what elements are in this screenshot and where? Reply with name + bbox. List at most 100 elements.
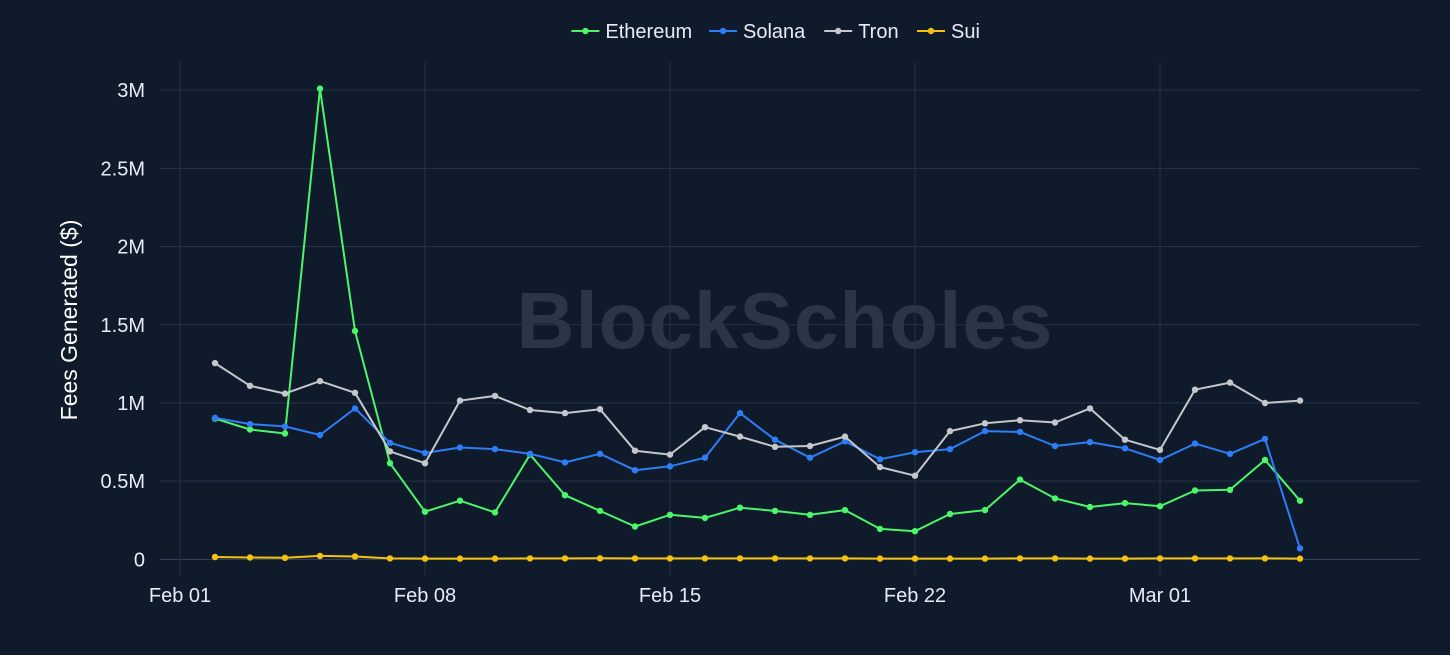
- data-point-solana[interactable]: [1261, 435, 1269, 443]
- data-point-solana[interactable]: [351, 405, 359, 412]
- data-point-sui[interactable]: [806, 555, 814, 562]
- data-point-tron[interactable]: [841, 433, 849, 440]
- data-point-sui[interactable]: [666, 555, 674, 562]
- data-point-tron[interactable]: [666, 451, 674, 458]
- data-point-solana[interactable]: [1226, 450, 1234, 457]
- data-point-tron[interactable]: [631, 447, 639, 454]
- data-point-sui[interactable]: [1121, 555, 1129, 562]
- data-point-tron[interactable]: [981, 420, 989, 427]
- data-point-ethereum[interactable]: [386, 460, 394, 467]
- data-point-solana[interactable]: [456, 444, 464, 451]
- legend-item-ethereum[interactable]: Ethereum: [571, 21, 692, 43]
- data-point-sui[interactable]: [491, 555, 499, 562]
- data-point-ethereum[interactable]: [666, 511, 674, 518]
- legend-item-tron[interactable]: Tron: [824, 21, 899, 43]
- data-point-ethereum[interactable]: [1261, 456, 1269, 464]
- data-point-sui[interactable]: [876, 555, 884, 562]
- data-point-ethereum[interactable]: [1016, 476, 1024, 483]
- data-point-tron[interactable]: [526, 406, 534, 414]
- data-point-solana[interactable]: [246, 420, 254, 428]
- data-point-sui[interactable]: [526, 555, 534, 562]
- data-point-sui[interactable]: [1261, 555, 1269, 562]
- data-point-ethereum[interactable]: [456, 497, 464, 504]
- data-point-solana[interactable]: [806, 454, 814, 461]
- data-point-solana[interactable]: [736, 409, 744, 417]
- data-point-sui[interactable]: [1156, 555, 1164, 562]
- data-point-solana[interactable]: [946, 445, 954, 453]
- data-point-ethereum[interactable]: [596, 507, 604, 515]
- data-point-sui[interactable]: [1086, 555, 1094, 562]
- data-point-solana[interactable]: [1051, 442, 1059, 450]
- data-point-tron[interactable]: [1226, 379, 1234, 386]
- data-point-sui[interactable]: [736, 555, 744, 562]
- data-point-solana[interactable]: [981, 427, 989, 435]
- data-point-solana[interactable]: [1121, 445, 1129, 452]
- data-point-ethereum[interactable]: [491, 509, 499, 516]
- data-point-ethereum[interactable]: [316, 85, 324, 92]
- data-point-ethereum[interactable]: [876, 525, 884, 533]
- data-point-tron[interactable]: [316, 377, 324, 385]
- data-point-sui[interactable]: [1051, 555, 1059, 562]
- data-point-sui[interactable]: [981, 555, 989, 562]
- data-point-sui[interactable]: [596, 555, 604, 562]
- data-point-solana[interactable]: [561, 459, 569, 466]
- data-point-ethereum[interactable]: [351, 327, 359, 335]
- data-point-ethereum[interactable]: [281, 430, 289, 437]
- data-point-tron[interactable]: [386, 448, 394, 455]
- data-point-sui[interactable]: [841, 555, 849, 562]
- data-point-sui[interactable]: [316, 552, 324, 560]
- data-point-ethereum[interactable]: [701, 514, 709, 522]
- data-point-solana[interactable]: [876, 456, 884, 463]
- data-point-solana[interactable]: [491, 445, 499, 453]
- data-point-solana[interactable]: [1016, 428, 1024, 436]
- data-point-solana[interactable]: [771, 436, 779, 443]
- data-point-ethereum[interactable]: [946, 510, 954, 518]
- data-point-solana[interactable]: [631, 467, 639, 474]
- data-point-solana[interactable]: [316, 431, 324, 439]
- data-point-solana[interactable]: [1296, 545, 1304, 552]
- data-point-solana[interactable]: [281, 423, 289, 430]
- data-point-ethereum[interactable]: [1191, 487, 1199, 494]
- data-point-solana[interactable]: [596, 450, 604, 457]
- data-point-tron[interactable]: [596, 406, 604, 413]
- data-point-solana[interactable]: [421, 449, 429, 457]
- data-point-sui[interactable]: [281, 554, 289, 561]
- data-point-tron[interactable]: [456, 397, 464, 404]
- data-point-sui[interactable]: [246, 554, 254, 561]
- data-point-ethereum[interactable]: [981, 506, 989, 514]
- data-point-tron[interactable]: [701, 424, 709, 431]
- data-point-solana[interactable]: [1191, 440, 1199, 447]
- legend[interactable]: Ethereum Solana Tron Sui: [571, 21, 980, 43]
- data-point-tron[interactable]: [736, 433, 744, 440]
- data-point-solana[interactable]: [701, 454, 709, 461]
- data-point-solana[interactable]: [526, 450, 534, 457]
- data-point-tron[interactable]: [1156, 446, 1164, 454]
- data-point-sui[interactable]: [771, 555, 779, 562]
- data-point-tron[interactable]: [771, 443, 779, 450]
- data-point-ethereum[interactable]: [246, 426, 254, 433]
- data-point-solana[interactable]: [386, 439, 394, 446]
- data-point-sui[interactable]: [1296, 555, 1304, 562]
- data-point-tron[interactable]: [561, 409, 569, 417]
- data-point-tron[interactable]: [1051, 419, 1059, 426]
- data-point-ethereum[interactable]: [1051, 495, 1059, 502]
- data-point-tron[interactable]: [1121, 436, 1129, 443]
- data-point-sui[interactable]: [1226, 555, 1234, 562]
- legend-item-solana[interactable]: Solana: [709, 21, 806, 43]
- data-point-tron[interactable]: [1016, 417, 1024, 424]
- data-point-tron[interactable]: [246, 382, 254, 389]
- data-point-sui[interactable]: [1016, 555, 1024, 562]
- data-point-solana[interactable]: [1156, 456, 1164, 464]
- data-point-ethereum[interactable]: [421, 508, 429, 515]
- legend-item-sui[interactable]: Sui: [917, 21, 980, 43]
- data-point-tron[interactable]: [211, 359, 219, 367]
- data-point-ethereum[interactable]: [736, 504, 744, 511]
- data-point-ethereum[interactable]: [1296, 497, 1304, 504]
- data-point-sui[interactable]: [421, 555, 429, 562]
- data-point-solana[interactable]: [1086, 438, 1094, 446]
- data-point-tron[interactable]: [1296, 397, 1304, 404]
- data-point-ethereum[interactable]: [1086, 503, 1094, 511]
- data-point-tron[interactable]: [1191, 386, 1199, 393]
- data-point-tron[interactable]: [806, 442, 814, 450]
- data-point-ethereum[interactable]: [1226, 486, 1234, 493]
